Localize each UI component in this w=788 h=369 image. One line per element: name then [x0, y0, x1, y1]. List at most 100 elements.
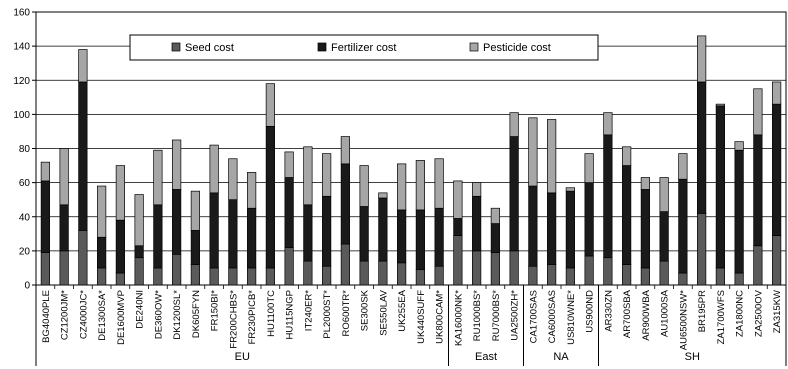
bar-segment [547, 192, 557, 265]
bar-segment [772, 103, 782, 236]
bar-segment [622, 264, 632, 286]
category-label: KA16000NK* [453, 290, 464, 346]
bar-segment [40, 252, 50, 286]
category-label: AU1000SA [660, 289, 671, 337]
bar-segment [697, 35, 707, 83]
y-tick-label: 80 [19, 144, 31, 155]
bar-segment [584, 255, 594, 286]
category-label: PL2000ST* [322, 290, 333, 339]
bar-segment [97, 267, 107, 286]
category-label: SE550LAV [378, 289, 389, 335]
legend-swatch [469, 42, 479, 52]
bar-segment [528, 117, 538, 187]
bar-segment [415, 209, 425, 270]
bar-segment [678, 178, 688, 274]
category-label: UK255EA [397, 289, 408, 331]
category-label: HU1100TC [266, 290, 277, 337]
category-label: DK605FYN [191, 290, 202, 338]
category-label: RU1000BS* [472, 290, 483, 342]
bar-segment [59, 250, 69, 286]
bar-segment [490, 252, 500, 286]
bar-segment [322, 265, 332, 286]
bar-segment [303, 260, 313, 286]
group-label: East [475, 351, 497, 363]
legend-swatch [317, 42, 327, 52]
bar-segment [59, 148, 69, 206]
y-tick-label: 20 [19, 246, 31, 257]
bar-segment [340, 163, 350, 245]
bar-segment [359, 260, 369, 286]
bar-segment [753, 134, 763, 247]
bar-segment [603, 112, 613, 136]
bar-segment [172, 189, 182, 255]
category-label: US810WNE* [566, 290, 577, 345]
bar-segment [453, 218, 463, 236]
bar-segment [284, 247, 294, 286]
bar-segment [640, 267, 650, 286]
bar-segment [603, 257, 613, 286]
category-label: IT240ER* [303, 290, 314, 331]
bar-segment [715, 267, 725, 286]
bar-segment [659, 260, 669, 286]
bar-segment [603, 134, 613, 259]
category-label: CZ4000JC* [78, 290, 89, 339]
bar-segment [97, 236, 107, 269]
bar-segment [490, 207, 500, 224]
category-label: FR230PICB* [247, 290, 258, 345]
bar-segment [378, 260, 388, 286]
bar-segment [322, 153, 332, 197]
bar-segment [772, 81, 782, 105]
bar-segment [734, 272, 744, 286]
bar-segment [78, 230, 88, 286]
category-label: RU7000BS* [491, 290, 502, 342]
bar-segment [415, 269, 425, 286]
bar-segment [153, 267, 163, 286]
category-label: RO600TR* [341, 290, 352, 337]
bar-segment [659, 211, 669, 262]
y-tick-label: 120 [13, 76, 30, 87]
category-label: DE1300SA* [97, 290, 108, 341]
bar-segment [659, 177, 669, 212]
bar-segment [640, 189, 650, 269]
category-label: ZA315KW [772, 290, 783, 333]
category-label: UK440SUFF [416, 290, 427, 344]
bars [40, 35, 782, 286]
category-label: SE300SK [360, 289, 371, 331]
y-tick-label: 40 [19, 212, 31, 223]
bar-segment [153, 149, 163, 206]
bar-segment [678, 153, 688, 180]
bar-segment [78, 81, 88, 231]
y-axis: 0 20 40 60 80 100 120 140 160 [13, 8, 36, 292]
group-label: EU [235, 351, 250, 363]
bar-segment [322, 195, 332, 267]
bar-segment [528, 185, 538, 267]
bar-segment [265, 267, 275, 286]
category-label: UK800CAM* [435, 290, 446, 344]
bar-segment [228, 199, 238, 269]
category-label: ZA1800NC [735, 290, 746, 337]
legend-label: Pesticide cost [483, 42, 551, 54]
category-label: HU115NGP [285, 290, 296, 339]
y-tick-label: 60 [19, 178, 31, 189]
bar-segment [97, 185, 107, 238]
category-label: CA1700SAS [528, 290, 539, 343]
bar-segment [509, 112, 519, 137]
bar-segment [640, 177, 650, 190]
bar-segment [734, 141, 744, 151]
bar-segment [134, 257, 144, 286]
bar-segment [303, 204, 313, 262]
bar-segment [40, 180, 50, 253]
bar-segment [115, 272, 125, 286]
legend: Seed cost Fertilizer cost Pesticide cost [129, 34, 599, 61]
x-axis: BG4040PLE CZ1200JM* CZ4000JC* DE1300SA* DE16… [35, 285, 787, 366]
y-tick-label: 140 [13, 42, 30, 53]
bar-segment [565, 267, 575, 286]
bar-segment [490, 223, 500, 253]
group-label: NA [553, 351, 569, 363]
group-label: SH [685, 351, 700, 363]
bar-segment [678, 272, 688, 286]
bar-segment [115, 165, 125, 221]
bar-segment [378, 197, 388, 262]
bar-segment [359, 165, 369, 207]
bar-segment [265, 125, 275, 269]
